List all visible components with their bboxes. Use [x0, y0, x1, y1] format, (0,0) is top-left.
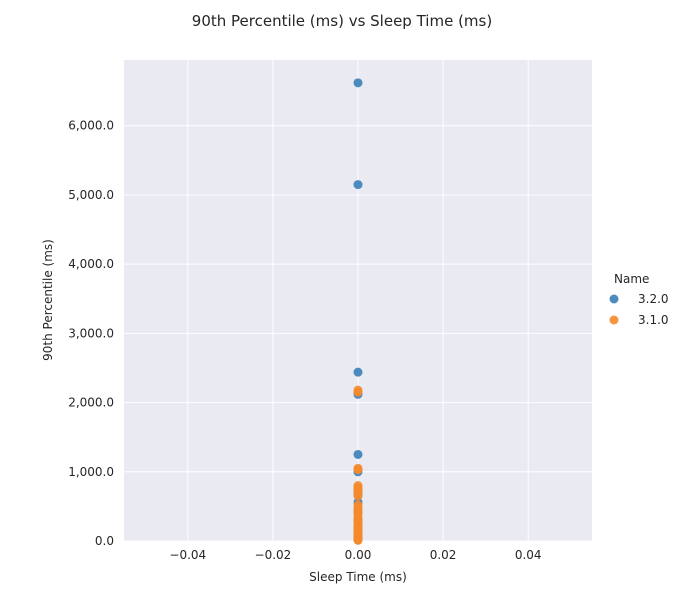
- y-tick-label: 3,000.0: [68, 326, 114, 340]
- data-point: [353, 449, 363, 459]
- x-tick-label: −0.04: [169, 548, 206, 562]
- x-tick-label: 0.00: [345, 548, 372, 562]
- data-point: [353, 465, 363, 475]
- x-tick-label: 0.04: [515, 548, 542, 562]
- y-tick-label: 2,000.0: [68, 396, 114, 410]
- legend-marker: [609, 315, 619, 325]
- chart-title: 90th Percentile (ms) vs Sleep Time (ms): [192, 12, 492, 30]
- legend-label: 3.2.0: [638, 292, 669, 306]
- data-point: [353, 367, 363, 377]
- y-tick-label: 5,000.0: [68, 188, 114, 202]
- data-point: [353, 491, 363, 501]
- y-tick-label: 0.0: [95, 534, 114, 548]
- y-tick-label: 1,000.0: [68, 465, 114, 479]
- legend-label: 3.1.0: [638, 313, 669, 327]
- legend: Name 3.2.0 3.1.0: [609, 272, 669, 327]
- legend-marker: [609, 294, 619, 304]
- x-tick-labels: −0.04 −0.02 0.00 0.02 0.04: [169, 548, 541, 562]
- y-tick-label: 4,000.0: [68, 257, 114, 271]
- x-axis-label: Sleep Time (ms): [309, 570, 407, 584]
- y-axis-label: 90th Percentile (ms): [41, 239, 55, 361]
- data-point: [353, 78, 363, 88]
- data-point: [353, 387, 363, 397]
- x-tick-label: 0.02: [430, 548, 457, 562]
- data-point: [353, 535, 363, 545]
- grid-lines: [124, 60, 592, 542]
- y-tick-labels: 0.0 1,000.0 2,000.0 3,000.0 4,000.0 5,000.0 6,…: [68, 119, 114, 548]
- y-tick-label: 6,000.0: [68, 119, 114, 133]
- legend-title: Name: [614, 272, 649, 286]
- x-tick-label: −0.02: [255, 548, 292, 562]
- data-points: [353, 78, 363, 545]
- data-point: [353, 180, 363, 190]
